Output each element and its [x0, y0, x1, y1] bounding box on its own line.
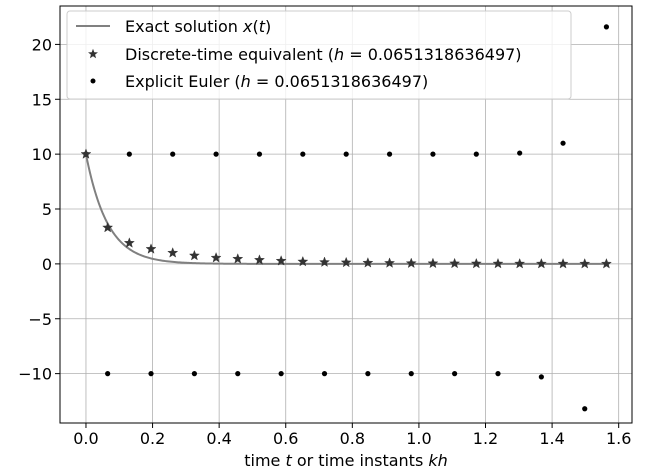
euler-point	[365, 371, 371, 377]
discrete-point	[492, 257, 504, 269]
discrete-point	[362, 257, 374, 268]
discrete-point	[210, 252, 222, 263]
euler-point	[408, 371, 414, 377]
legend-discrete-label: Discrete-time equivalent (h = 0.06513186…	[125, 45, 522, 64]
legend-dot-marker	[90, 78, 96, 84]
ticks: 0.0 0.2 0.4 0.6 0.8 1.0 1.2 1.4 1.6 −10 −5 0 5 10 15 20	[18, 35, 631, 448]
euler-point	[105, 371, 111, 377]
legend-star-marker	[88, 48, 98, 59]
discrete-point	[188, 249, 200, 261]
euler-point	[452, 371, 458, 377]
euler-point	[170, 151, 176, 157]
y-tick-label: −5	[28, 310, 52, 329]
euler-point	[300, 151, 306, 157]
euler-point	[603, 24, 610, 30]
discrete-point	[253, 254, 265, 265]
discrete-point	[319, 256, 330, 267]
x-tick-label: 0.8	[340, 429, 365, 448]
x-tick-label: 1.0	[406, 429, 431, 448]
euler-point	[430, 151, 436, 157]
euler-point	[235, 371, 241, 377]
euler-point	[495, 371, 501, 377]
discrete-point	[167, 247, 179, 258]
x-tick-label: 0.4	[206, 429, 231, 448]
euler-point	[213, 151, 219, 157]
x-tick-label: 0.0	[73, 429, 98, 448]
discrete-point	[449, 257, 461, 269]
euler-point	[473, 151, 479, 157]
x-tick-label: 1.6	[606, 429, 631, 448]
legend-exact-label: Exact solution x(t)	[125, 17, 271, 36]
y-tick-label: 5	[42, 200, 52, 219]
y-tick-label: 20	[32, 35, 52, 54]
euler-point	[517, 150, 523, 156]
discrete-time-series	[80, 148, 612, 269]
legend-box	[66, 10, 572, 100]
euler-point	[538, 374, 544, 380]
y-tick-label: 15	[32, 90, 52, 109]
plot-frame	[59, 5, 633, 424]
discrete-point	[470, 257, 482, 269]
legend-euler-label: Explicit Euler (h = 0.0651318636497)	[125, 72, 428, 91]
y-tick-label: 10	[32, 145, 52, 164]
euler-point	[126, 151, 132, 157]
discrete-point	[514, 258, 526, 269]
x-tick-label: 1.4	[539, 429, 564, 448]
euler-point	[191, 371, 197, 377]
y-tick-label: 0	[42, 255, 52, 274]
discrete-point	[579, 258, 591, 269]
discrete-point	[535, 258, 547, 269]
discrete-point	[123, 237, 135, 248]
x-axis-label: time t or time instants kh	[244, 451, 448, 470]
euler-point	[386, 151, 393, 157]
x-tick-label: 0.2	[140, 429, 165, 448]
discrete-point	[557, 258, 569, 269]
euler-point	[582, 406, 588, 412]
discrete-point	[102, 221, 114, 233]
y-tick-label: −10	[18, 365, 52, 384]
discrete-point	[600, 258, 612, 269]
x-tick-label: 0.6	[273, 429, 298, 448]
legend: Exact solution x(t) Discrete-time equiva…	[66, 10, 572, 100]
discrete-point	[275, 255, 287, 266]
euler-point	[278, 371, 284, 377]
discrete-point	[384, 257, 396, 268]
euler-point	[256, 151, 263, 157]
discrete-point	[232, 253, 244, 264]
euler-point	[560, 140, 566, 146]
discrete-point	[145, 243, 157, 254]
x-tick-label: 1.2	[473, 429, 498, 448]
discrete-point	[405, 257, 417, 268]
discrete-point	[297, 255, 309, 267]
discrete-point	[80, 148, 92, 159]
euler-point	[321, 371, 328, 377]
euler-point	[148, 371, 154, 377]
discrete-point	[427, 257, 439, 269]
euler-point	[343, 151, 349, 157]
discrete-point	[340, 256, 352, 268]
